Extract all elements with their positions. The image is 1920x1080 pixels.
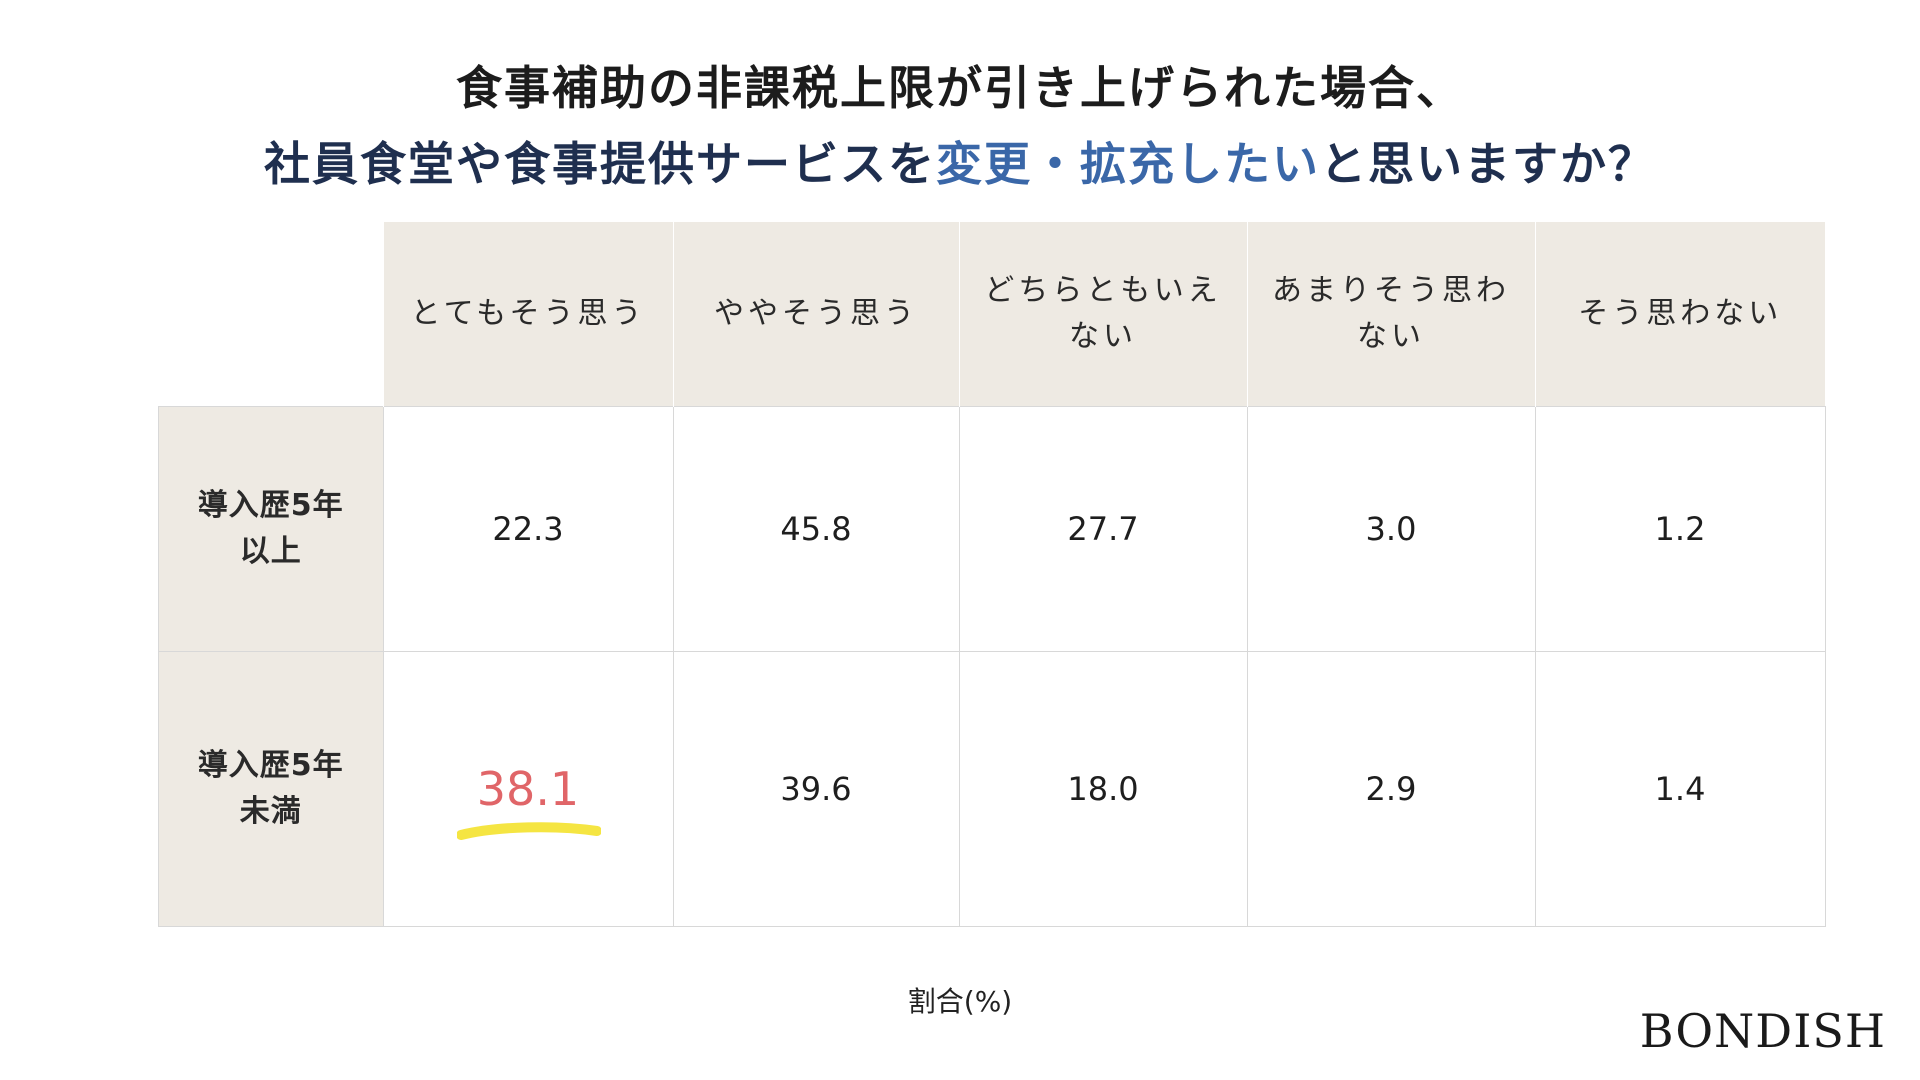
title-line2-highlight: 変更・拡充したい [936, 137, 1320, 191]
col-header-1: とてもそう思う [382, 222, 673, 407]
value-cell: 27.7 [958, 406, 1248, 652]
col-header-3: どちらともいえ ない [958, 222, 1247, 407]
table-row: 導入歴5年以上 22.3 45.8 27.7 3.0 1.2 [158, 406, 1826, 652]
brand-logo: BONDISH [1639, 1004, 1886, 1058]
x-axis-label: 割合(%) [907, 985, 1013, 1018]
col-header-3-line1: どちらともいえ [984, 273, 1222, 308]
title-line2-part-a: 社員食堂や食事提供サービスを [264, 137, 936, 191]
col-header-4-line1: あまりそう思わ [1272, 273, 1510, 308]
row-header-1-line2: 以上 [239, 534, 302, 569]
col-header-2-text: ややそう思う [714, 296, 918, 331]
title-line2-part-c: と思いますか？ [1320, 137, 1656, 191]
value-cell: 1.4 [1534, 651, 1826, 927]
col-header-2: ややそう思う [672, 222, 959, 407]
chart-title-line1: 食事補助の非課税上限が引き上げられた場合、 [456, 61, 1464, 115]
col-header-4-line2: ない [1357, 319, 1425, 354]
row-header-1-line1: 導入歴5年 [197, 488, 344, 523]
value-cell: 45.8 [672, 406, 960, 652]
value-cell: 39.6 [672, 651, 960, 927]
highlighted-value: 38.1 [476, 762, 580, 816]
value-cell: 2.9 [1246, 651, 1536, 927]
col-header-5: そう思わない [1534, 222, 1825, 407]
col-header-3-line2: ない [1069, 319, 1137, 354]
data-table: とてもそう思う ややそう思う どちらともいえ ない あまりそう思わ ない そう思わな… [158, 222, 1826, 927]
row-header-2-line2: 未満 [239, 794, 302, 829]
row-header-2: 導入歴5年未満 [158, 651, 384, 927]
table-row: 導入歴5年未満 38.1 39.6 18.0 2.9 1.4 [158, 651, 1826, 927]
col-header-4: あまりそう思わ ない [1246, 222, 1535, 407]
highlight-wrap: 38.1 [456, 762, 601, 840]
row-header-1: 導入歴5年以上 [158, 406, 384, 652]
value-cell: 3.0 [1246, 406, 1536, 652]
col-header-5-text: そう思わない [1578, 296, 1783, 331]
chart-title-line2: 社員食堂や食事提供サービスを変更・拡充したいと思いますか？ [0, 128, 1920, 194]
value-cell: 18.0 [958, 651, 1248, 927]
yellow-marker-underline [456, 822, 601, 840]
value-cell: 1.2 [1534, 406, 1826, 652]
value-cell: 22.3 [382, 406, 674, 652]
highlighted-value-cell: 38.1 [382, 651, 674, 927]
col-header-1-text: とてもそう思う [410, 296, 646, 331]
table-corner [158, 222, 383, 407]
row-header-2-line1: 導入歴5年 [197, 748, 344, 783]
